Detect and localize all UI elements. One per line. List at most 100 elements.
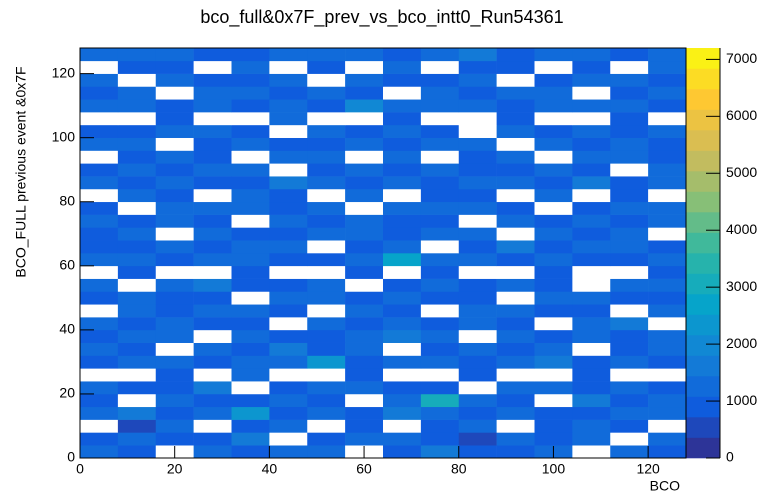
heat-cell <box>193 445 232 459</box>
heat-cell <box>269 240 308 254</box>
heat-cell <box>307 445 346 459</box>
heat-cell <box>610 201 649 215</box>
heat-cell <box>345 291 384 305</box>
heat-cell <box>610 86 649 100</box>
heat-cell <box>231 291 270 305</box>
heat-cell <box>496 278 535 292</box>
heat-cell <box>80 368 119 382</box>
heat-cell <box>534 188 573 203</box>
heat-cell <box>534 393 573 408</box>
heat-cell <box>80 60 119 74</box>
heat-cell <box>231 188 270 203</box>
heat-cell <box>117 253 157 267</box>
heat-cell <box>193 432 232 446</box>
heat-cell <box>420 304 460 318</box>
heat-cell <box>345 368 384 382</box>
heat-cell <box>269 227 308 241</box>
heat-cell <box>383 163 422 177</box>
heat-cell <box>534 60 573 74</box>
heat-cell <box>420 176 460 190</box>
heat-cell <box>458 291 497 305</box>
heat-cell <box>458 112 497 126</box>
heat-cell <box>458 48 497 62</box>
heat-cell <box>345 253 384 267</box>
heat-cell <box>610 265 649 279</box>
heat-cell <box>231 48 270 62</box>
heat-cell <box>193 137 232 151</box>
heat-cell <box>420 291 460 305</box>
heat-cell <box>420 150 460 164</box>
heat-cell <box>117 124 157 138</box>
color-band <box>686 314 720 336</box>
heat-cell <box>345 278 384 292</box>
heat-cell <box>117 176 157 190</box>
heat-cell <box>572 291 611 305</box>
heat-cell <box>572 214 611 228</box>
heat-cell <box>80 99 119 113</box>
heat-cell <box>383 112 422 126</box>
y-tick-label: 40 <box>59 321 75 337</box>
heat-cell <box>269 48 308 62</box>
color-band <box>686 130 720 151</box>
heat-cell <box>383 201 422 215</box>
heat-cell <box>458 329 497 343</box>
heat-cell <box>80 329 119 343</box>
heat-cell <box>193 265 232 279</box>
heat-cell <box>648 201 687 215</box>
heat-cell <box>193 227 232 241</box>
heat-cell <box>307 188 346 203</box>
heat-cell <box>496 304 535 318</box>
heat-cell <box>648 214 687 228</box>
heat-cell <box>648 393 687 408</box>
heat-cell <box>496 188 535 203</box>
heat-cell <box>383 355 422 369</box>
heat-cell <box>383 253 422 267</box>
heat-cell <box>534 227 573 241</box>
heat-cell <box>383 227 422 241</box>
x-tick-label: 40 <box>262 461 278 477</box>
heat-cell <box>155 137 194 151</box>
heat-cell <box>496 253 535 267</box>
y-tick-label: 0 <box>67 449 75 465</box>
heat-cell <box>534 419 573 433</box>
heat-cell <box>572 317 611 331</box>
heat-cell <box>345 73 384 87</box>
heat-cell <box>420 393 460 408</box>
heat-cell <box>193 73 232 87</box>
heat-cell <box>231 150 270 164</box>
heat-cell <box>307 393 346 408</box>
heat-cell <box>231 137 270 151</box>
heat-cell <box>117 73 157 87</box>
heat-cell <box>117 342 157 356</box>
color-band <box>686 294 720 315</box>
heat-cell <box>345 214 384 228</box>
color-band <box>686 417 720 438</box>
heat-cell <box>648 445 687 459</box>
heat-cell <box>345 265 384 279</box>
heat-cell <box>307 368 346 382</box>
heat-cell <box>534 406 573 420</box>
heat-cell <box>420 124 460 138</box>
heat-cell <box>269 253 308 267</box>
heat-cell <box>420 317 460 331</box>
heat-cell <box>534 240 573 254</box>
heat-cell <box>610 137 649 151</box>
heat-cell <box>117 48 157 62</box>
heat-cell <box>80 432 119 446</box>
heat-cell <box>610 381 649 395</box>
heat-cell <box>155 86 194 100</box>
heat-cell <box>345 355 384 369</box>
heat-cell <box>345 317 384 331</box>
heat-cell <box>307 253 346 267</box>
heat-cell <box>496 48 535 62</box>
heat-cell <box>117 163 157 177</box>
heat-cell <box>231 368 270 382</box>
heat-cell <box>193 342 232 356</box>
heat-cell <box>458 278 497 292</box>
heat-cell <box>572 419 611 433</box>
heat-cell <box>648 150 687 164</box>
heat-cell <box>383 419 422 433</box>
heat-cell <box>383 124 422 138</box>
heat-cell <box>345 393 384 408</box>
heat-cell <box>572 73 611 87</box>
